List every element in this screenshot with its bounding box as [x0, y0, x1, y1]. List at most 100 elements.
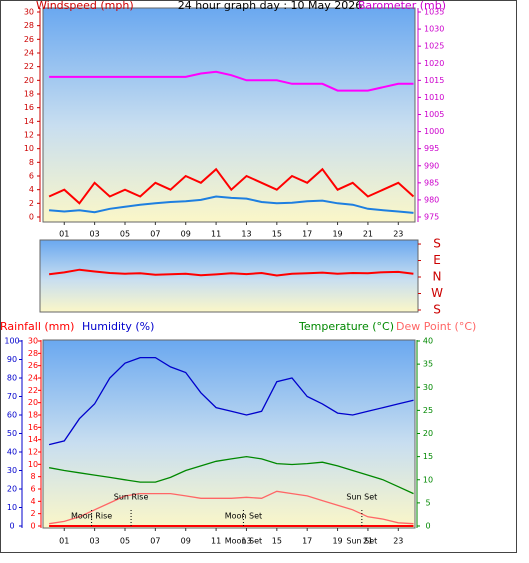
- y2-tick-label: 1025: [424, 42, 444, 51]
- y-tick-label: 30: [7, 466, 17, 475]
- event-label: Moon Rise: [71, 512, 112, 521]
- y-axis-title: Windspeed (mph): [36, 0, 134, 12]
- x-tick-label: 07: [150, 537, 160, 546]
- x-tick-label: 09: [181, 537, 191, 546]
- y2-tick-label: 990: [424, 161, 439, 170]
- y-tick-label: 26: [28, 361, 38, 370]
- y-tick-label: 25: [423, 406, 433, 415]
- y-tick-label: 28: [24, 21, 34, 30]
- plot-area: [39, 239, 419, 313]
- y-tick-label: 14: [28, 435, 38, 444]
- y-tick-label: 28: [28, 349, 38, 358]
- y-tick-label: 16: [28, 423, 38, 432]
- y2-tick-label: 1030: [424, 25, 444, 34]
- y-tick-label: 0: [29, 213, 34, 222]
- y2-tick-label: 985: [424, 178, 439, 187]
- y-tick-label: 40: [7, 448, 17, 457]
- x-tick-label: 13: [241, 537, 251, 546]
- y-tick-label: 0: [30, 522, 35, 531]
- plot-area: [42, 339, 416, 529]
- y-tick-label: 4: [29, 185, 34, 194]
- y2-tick-label: 1010: [424, 93, 444, 102]
- x-tick-label: 19: [332, 230, 342, 239]
- y-tick-label: 6: [30, 485, 35, 494]
- data-line: [49, 490, 414, 525]
- x-tick-label: 09: [181, 230, 191, 239]
- y-tick-label: 26: [24, 35, 34, 44]
- y-tick-label: 4: [30, 497, 35, 506]
- y-tick-label: 12: [24, 131, 34, 140]
- y-tick-label: 22: [24, 62, 34, 71]
- x-tick-label: 21: [363, 230, 373, 239]
- y2-tick-label: 1035: [424, 8, 444, 17]
- x-tick-label: 11: [211, 537, 221, 546]
- y2-tick-label: 1020: [424, 59, 444, 68]
- y-tick-label: 0: [425, 522, 430, 531]
- y-tick-label: 60: [7, 411, 17, 420]
- y2-tick-label: 1000: [424, 127, 444, 136]
- x-tick-label: 17: [302, 230, 312, 239]
- y-tick-label: 20: [24, 76, 34, 85]
- y2-tick-label: 995: [424, 144, 439, 153]
- axis-title: Rainfall (mm): [0, 320, 74, 333]
- y-tick-label: S: [433, 237, 441, 251]
- y-tick-label: 18: [28, 411, 38, 420]
- data-line: [49, 70, 414, 92]
- y-tick-label: 20: [423, 429, 433, 438]
- data-line: [48, 455, 414, 495]
- y-tick-label: 24: [24, 49, 34, 58]
- x-tick-label: 03: [90, 537, 100, 546]
- data-line: [48, 268, 414, 277]
- x-tick-label: 21: [363, 537, 373, 546]
- event-label: Sun Rise: [114, 493, 149, 502]
- data-line: [48, 356, 414, 446]
- x-tick-label: 23: [393, 537, 403, 546]
- y-tick-label: 2: [29, 199, 34, 208]
- y-tick-label: 0: [9, 522, 14, 531]
- y-tick-label: 5: [425, 498, 430, 507]
- event-axis-label: Moon Set: [225, 537, 262, 546]
- y-tick-label: 16: [24, 103, 34, 112]
- x-tick-label: 05: [120, 537, 130, 546]
- x-tick-label: 07: [150, 230, 160, 239]
- y-tick-label: 50: [7, 429, 17, 438]
- y-tick-label: 80: [7, 374, 17, 383]
- y2-tick-label: 1015: [424, 76, 444, 85]
- y-tick-label: 6: [29, 172, 34, 181]
- y-tick-label: E: [433, 253, 441, 267]
- data-line: [49, 195, 414, 214]
- x-tick-label: 15: [272, 230, 282, 239]
- y-tick-label: 14: [24, 117, 34, 126]
- axis-title: Humidity (%): [82, 320, 154, 333]
- y-tick-label: 24: [28, 374, 38, 383]
- data-line: [48, 167, 415, 205]
- y2-tick-label: 980: [424, 195, 439, 204]
- y-tick-label: 18: [24, 90, 34, 99]
- y-tick-label: 22: [28, 386, 38, 395]
- x-tick-label: 15: [272, 537, 282, 546]
- x-tick-label: 05: [120, 230, 130, 239]
- series-label: Dew Point (°C): [396, 320, 476, 333]
- y-tick-label: S: [433, 302, 441, 316]
- y-tick-label: 30: [28, 337, 38, 346]
- y-tick-label: 90: [7, 355, 17, 364]
- y-tick-label: 35: [423, 360, 433, 369]
- y-tick-label: 30: [24, 8, 34, 17]
- y-tick-label: 8: [29, 158, 34, 167]
- y-tick-label: 70: [7, 392, 17, 401]
- y-tick-label: 15: [423, 452, 433, 461]
- x-tick-label: 17: [302, 537, 312, 546]
- x-tick-label: 01: [59, 230, 69, 239]
- x-tick-label: 11: [211, 230, 221, 239]
- y-tick-label: 8: [30, 472, 35, 481]
- y2-axis-title: Barometer (mb): [358, 0, 446, 12]
- y-tick-label: 10: [423, 475, 433, 484]
- y-tick-label: W: [431, 286, 443, 300]
- y-tick-label: 2: [30, 509, 35, 518]
- x-tick-label: 03: [90, 230, 100, 239]
- axis-title: Temperature (°C): [298, 320, 394, 333]
- x-tick-label: 01: [59, 537, 69, 546]
- y2-tick-label: 1005: [424, 110, 444, 119]
- y-tick-label: 30: [423, 383, 433, 392]
